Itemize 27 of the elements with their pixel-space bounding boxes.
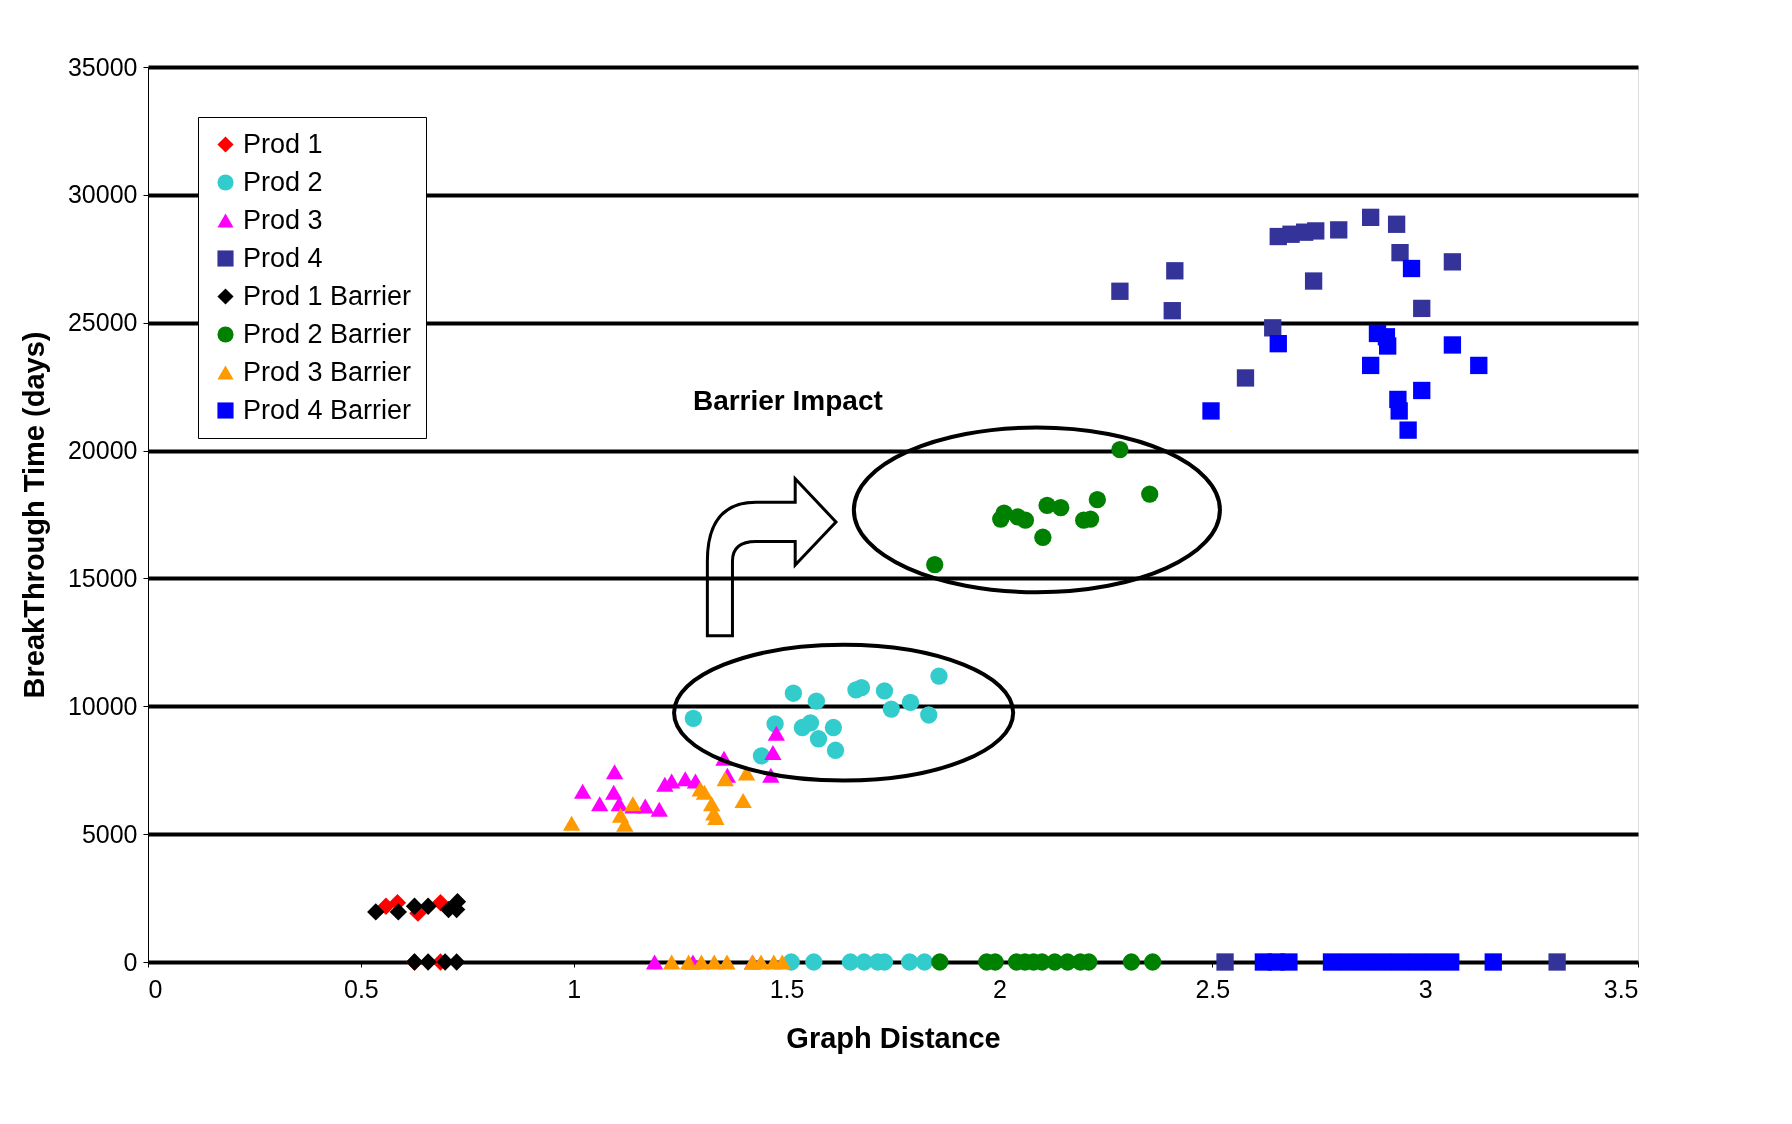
x-tick-label: 1: [567, 974, 582, 1003]
y-tick-label: 35000: [67, 52, 138, 81]
y-tick-label: 15000: [67, 563, 138, 592]
y-axis-title: BreakThrough Time (days): [17, 331, 50, 699]
legend-label: Prod 4: [243, 242, 323, 273]
y-tick-label: 10000: [67, 691, 138, 720]
x-tick-label: 1.5: [769, 974, 805, 1003]
y-tick-label: 0: [123, 947, 138, 976]
x-axis-title: Graph Distance: [786, 1021, 1001, 1054]
x-tick-label: 3.5: [1603, 974, 1639, 1003]
annotation: Barrier Impact: [692, 384, 883, 416]
legend-label: Prod 1 Barrier: [243, 280, 412, 311]
y-tick-label: 25000: [67, 308, 138, 337]
y-tick-label: 30000: [67, 180, 138, 209]
legend-label: Prod 2 Barrier: [243, 318, 412, 349]
x-tick-label: 2.5: [1195, 974, 1231, 1003]
x-tick-label: 3: [1418, 974, 1433, 1003]
x-tick-label: 0: [148, 974, 163, 1003]
legend-label: Prod 3: [243, 204, 323, 235]
legend-label: Prod 1: [243, 128, 323, 159]
legend-label: Prod 2: [243, 166, 323, 197]
legend-label: Prod 3 Barrier: [243, 356, 412, 387]
y-tick-label: 20000: [67, 436, 138, 465]
x-tick-label: 0.5: [343, 974, 379, 1003]
x-tick-label: 2: [992, 974, 1007, 1003]
legend-label: Prod 4 Barrier: [243, 394, 412, 425]
y-tick-label: 5000: [81, 819, 138, 848]
